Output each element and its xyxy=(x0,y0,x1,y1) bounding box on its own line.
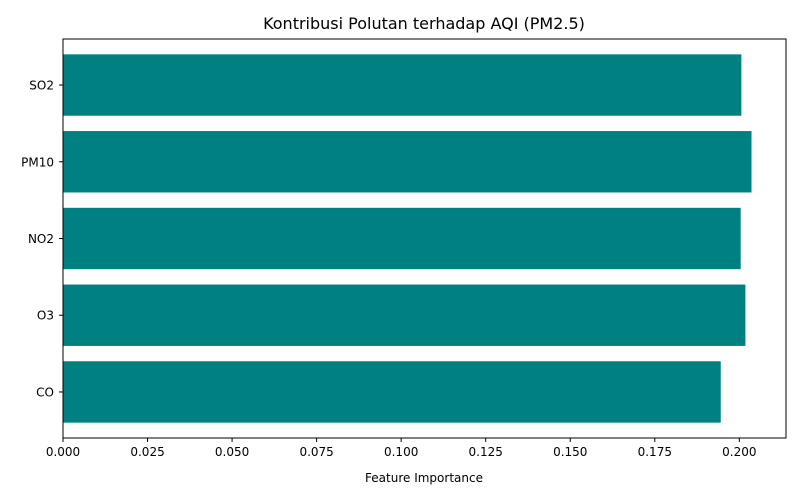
x-tick-label-0: 0.000 xyxy=(46,445,80,459)
bar-pm10 xyxy=(63,131,752,193)
bar-o3 xyxy=(63,284,746,346)
y-tick-label-no2: NO2 xyxy=(28,232,54,246)
bars-group xyxy=(63,54,752,423)
x-tick-label-3: 0.075 xyxy=(299,445,333,459)
chart-title: Kontribusi Polutan terhadap AQI (PM2.5) xyxy=(263,14,585,33)
x-tick-label-1: 0.025 xyxy=(130,445,164,459)
y-tick-label-pm10: PM10 xyxy=(21,155,54,169)
bar-so2 xyxy=(63,54,742,116)
x-tick-label-4: 0.100 xyxy=(384,445,418,459)
x-tick-label-8: 0.200 xyxy=(722,445,756,459)
x-axis-ticks: 0.000 0.025 0.050 0.075 0.100 0.125 0.150 0.175… xyxy=(46,438,757,459)
x-tick-label-7: 0.175 xyxy=(638,445,672,459)
y-tick-label-co: CO xyxy=(36,385,54,399)
y-tick-label-so2: SO2 xyxy=(29,79,54,93)
bar-co xyxy=(63,361,721,423)
bar-no2 xyxy=(63,207,741,270)
x-tick-label-2: 0.050 xyxy=(215,445,249,459)
x-axis-label: Feature Importance xyxy=(365,471,483,485)
y-axis-ticks: CO O3 NO2 PM10 SO2 xyxy=(21,79,63,399)
x-tick-label-6: 0.150 xyxy=(553,445,587,459)
y-tick-label-o3: O3 xyxy=(37,309,54,323)
x-tick-label-5: 0.125 xyxy=(469,445,503,459)
